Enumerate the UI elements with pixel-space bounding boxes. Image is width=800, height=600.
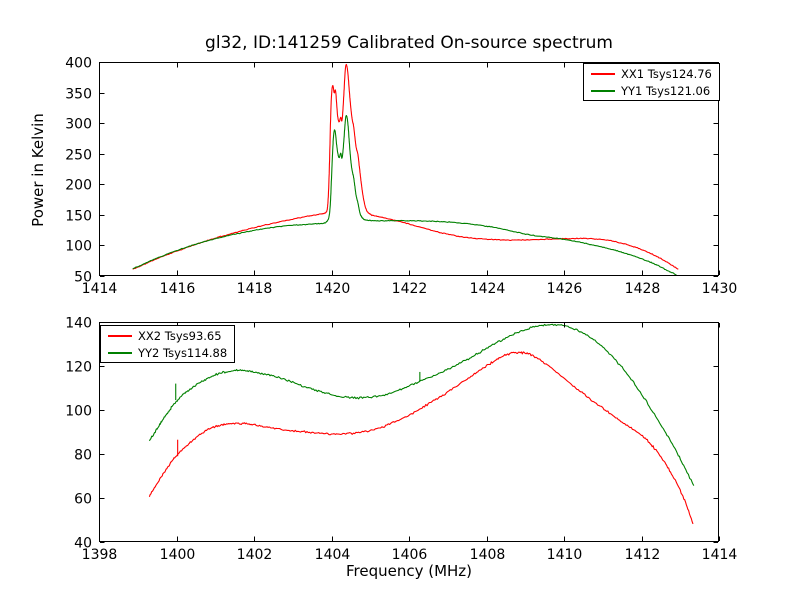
x-tick-label: 1410 [547, 547, 583, 563]
yy2-line-swatch [108, 351, 132, 354]
x-tick-label: 1414 [702, 547, 738, 563]
x-axis-label: Frequency (MHz) [345, 562, 473, 580]
xx2-line-swatch [108, 334, 132, 337]
legend-item-yy2: YY2 Tsys114.88 [108, 345, 227, 360]
x-tick-label: 1422 [392, 281, 428, 297]
y-tick-label: 250 [65, 148, 92, 164]
series-line-yy1 [132, 114, 677, 276]
y-tick-label: 50 [74, 270, 92, 286]
x-tick-label: 1414 [82, 281, 118, 297]
x-tick-label: 1412 [625, 547, 661, 563]
xx1-line-swatch [591, 72, 615, 75]
y-tick-label: 80 [74, 448, 92, 464]
subplot-top: 1414 1416 1418 1420 1422 1424 1426 1428 1430 50 10… [65, 56, 737, 298]
series-line-xx1 [132, 63, 679, 270]
x-tick-label: 1408 [470, 547, 506, 563]
y-tick-label: 40 [74, 536, 92, 552]
series-line-yy2 [148, 323, 695, 486]
legend-label-xx2: XX2 Tsys93.65 [138, 328, 222, 343]
legend-item-yy1: YY1 Tsys121.06 [591, 83, 712, 98]
y-tick-label: 100 [65, 404, 92, 420]
subplot-bottom: 1398 1400 1402 1404 1406 1408 1410 1412 1414 40 60… [65, 316, 737, 564]
series-line-xx2 [148, 351, 694, 525]
y-tick-label: 150 [65, 209, 92, 225]
yy1-line-swatch [591, 89, 615, 92]
x-tick-label: 1400 [160, 547, 196, 563]
x-tick-label: 1430 [702, 281, 738, 297]
x-tick-label: 1416 [160, 281, 196, 297]
y-tick-label: 100 [65, 239, 92, 255]
x-tick-label: 1424 [470, 281, 506, 297]
y-tick-label: 120 [65, 360, 92, 376]
y-tick-label: 200 [65, 178, 92, 194]
legend-bottom-plot: XX2 Tsys93.65 YY2 Tsys114.88 [100, 325, 236, 363]
x-tick-label: 1418 [237, 281, 273, 297]
x-tick-label: 1426 [547, 281, 583, 297]
y-tick-label: 60 [74, 492, 92, 508]
y-tick-label: 400 [65, 56, 92, 72]
x-tick-label: 1404 [315, 547, 351, 563]
x-tick-label: 1406 [392, 547, 428, 563]
y-tick-label: 300 [65, 117, 92, 133]
legend-item-xx2: XX2 Tsys93.65 [108, 328, 227, 343]
legend-label-yy1: YY1 Tsys121.06 [621, 83, 711, 98]
y-tick-label: 350 [65, 87, 92, 103]
axes-frame-bottom [99, 322, 719, 542]
y-tick-label: 140 [65, 316, 92, 332]
y-axis-label: Power in Kelvin [29, 113, 47, 227]
x-tick-label: 1420 [315, 281, 351, 297]
x-tick-label: 1398 [82, 547, 118, 563]
figure-title: gl32, ID:141259 Calibrated On-source spe… [205, 33, 613, 53]
x-tick-label: 1428 [625, 281, 661, 297]
legend-label-yy2: YY2 Tsys114.88 [138, 345, 228, 360]
legend-item-xx1: XX1 Tsys124.76 [591, 66, 712, 81]
legend-label-xx1: XX1 Tsys124.76 [621, 66, 712, 81]
axes-frame-top [99, 62, 719, 276]
x-tick-label: 1402 [237, 547, 273, 563]
legend-top-plot: XX1 Tsys124.76 YY1 Tsys121.06 [583, 63, 720, 101]
